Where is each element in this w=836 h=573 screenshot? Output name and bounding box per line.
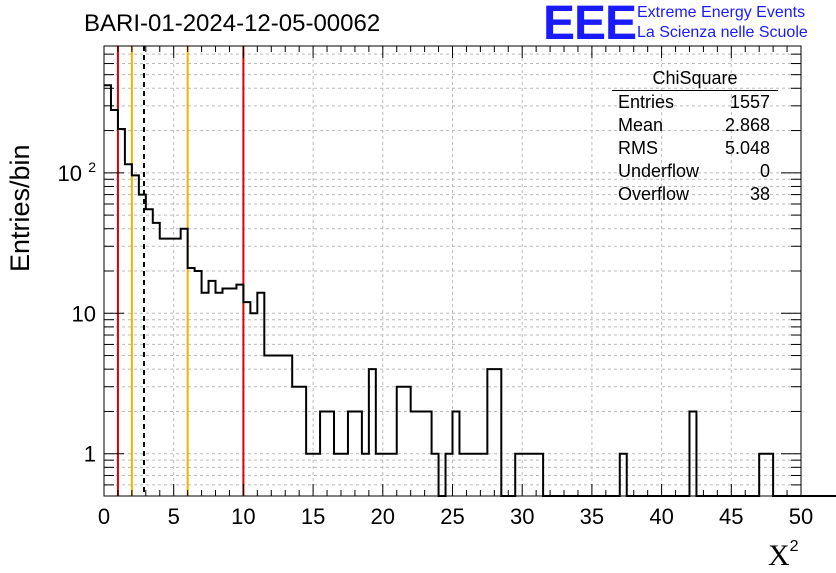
stats-value: 1557 bbox=[729, 92, 770, 112]
y-tick-label: 1 bbox=[84, 442, 96, 467]
x-tick-label: 5 bbox=[168, 504, 180, 529]
stats-value: 38 bbox=[749, 184, 770, 204]
y-axis-label: Entries/bin bbox=[5, 144, 35, 272]
stats-row-entries: Entries 1557 bbox=[618, 92, 770, 115]
x-tick-label: 40 bbox=[649, 504, 673, 529]
y-tick-label: 10 bbox=[72, 301, 96, 326]
x-tick-label: 15 bbox=[301, 504, 325, 529]
stats-row-underflow: Underflow 0 bbox=[618, 161, 770, 184]
stats-title: ChiSquare bbox=[652, 68, 738, 88]
axis-ticks bbox=[103, 45, 802, 497]
stats-value: 0 bbox=[759, 161, 770, 181]
eee-logo: EEE bbox=[543, 0, 637, 50]
chart-title: BARI-01-2024-12-05-00062 bbox=[84, 10, 381, 37]
grid bbox=[104, 46, 801, 496]
tick-labels: 0 5 10 15 20 25 30 35 40 45 50 1 10 10 2 bbox=[58, 159, 814, 529]
eee-logo-line2: La Scienza nelle Scuole bbox=[637, 24, 808, 41]
stats-divider bbox=[612, 90, 778, 91]
stats-key: Mean bbox=[618, 115, 664, 135]
stats-value: 5.048 bbox=[724, 138, 770, 158]
x-tick-label: 50 bbox=[789, 504, 813, 529]
x-axis-label-base: X bbox=[768, 539, 790, 572]
x-tick-label: 25 bbox=[440, 504, 464, 529]
stats-value: 2.868 bbox=[724, 115, 770, 135]
eee-logo-text: Extreme Energy Events La Scienza nelle S… bbox=[637, 3, 808, 43]
x-tick-label: 10 bbox=[231, 504, 255, 529]
x-axis-label-sup: 2 bbox=[789, 538, 799, 555]
x-tick-label: 45 bbox=[719, 504, 743, 529]
y-tick-label-sup: 2 bbox=[88, 159, 96, 175]
stats-key: RMS bbox=[618, 138, 658, 158]
x-axis-label: X2 bbox=[768, 538, 799, 573]
stats-row-rms: RMS 5.048 bbox=[618, 138, 770, 161]
x-tick-label: 20 bbox=[371, 504, 395, 529]
stats-row-overflow: Overflow 38 bbox=[618, 184, 770, 207]
x-tick-label: 30 bbox=[510, 504, 534, 529]
eee-logo-line1: Extreme Energy Events bbox=[637, 4, 806, 21]
x-tick-label: 35 bbox=[580, 504, 604, 529]
x-tick-label: 0 bbox=[98, 504, 110, 529]
stats-box: ChiSquare Entries 1557 Mean 2.868 RMS 5.… bbox=[612, 68, 778, 207]
stats-key: Entries bbox=[618, 92, 675, 112]
stats-key: Overflow bbox=[618, 184, 690, 204]
y-tick-label: 10 bbox=[58, 161, 82, 186]
stats-key: Underflow bbox=[618, 161, 700, 181]
stats-row-mean: Mean 2.868 bbox=[618, 115, 770, 138]
